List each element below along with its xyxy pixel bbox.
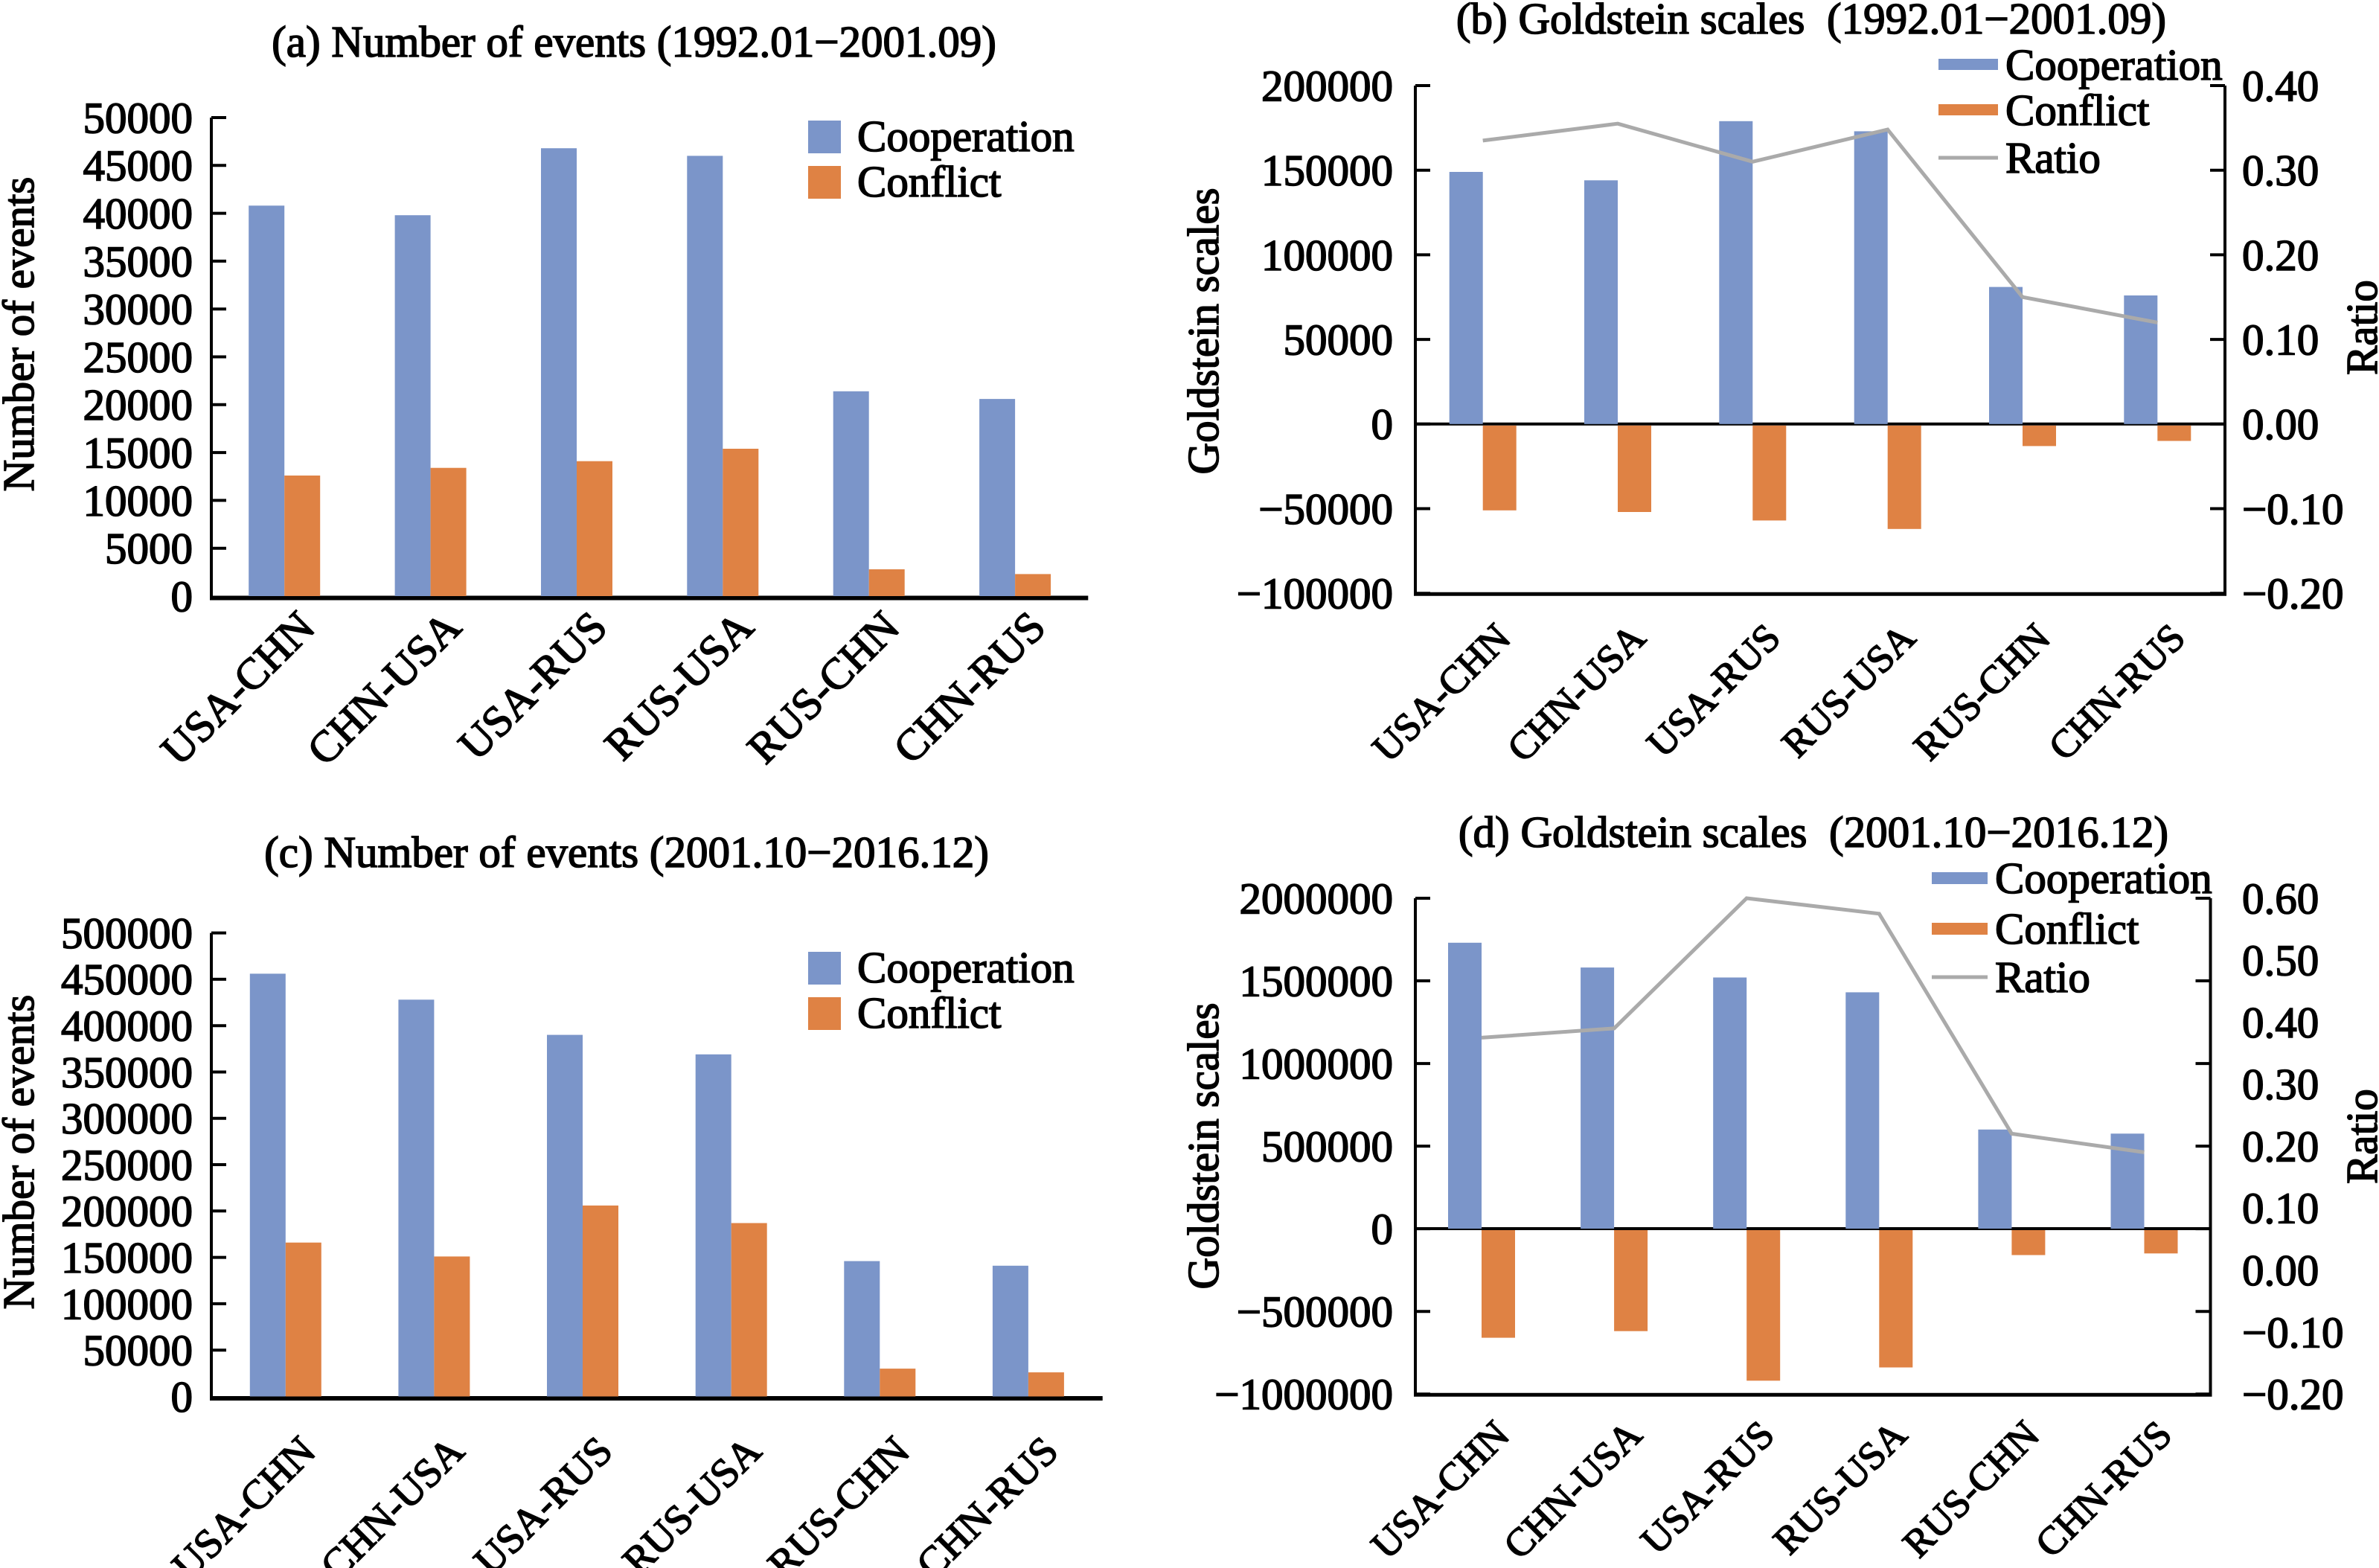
svg-text:1500000: 1500000 (1240, 956, 1394, 1005)
svg-text:−0.20: −0.20 (2242, 569, 2344, 618)
svg-text:30000: 30000 (83, 285, 193, 334)
svg-text:0: 0 (1371, 400, 1394, 449)
svg-text:0.30: 0.30 (2242, 1060, 2319, 1109)
svg-text:300000: 300000 (61, 1094, 193, 1143)
svg-text:−50000: −50000 (1258, 484, 1393, 534)
svg-text:−500000: −500000 (1237, 1287, 1393, 1337)
svg-text:250000: 250000 (61, 1140, 193, 1189)
svg-text:Cooperation: Cooperation (857, 943, 1075, 992)
svg-text:Number of events: Number of events (0, 995, 43, 1310)
svg-text:50000: 50000 (83, 93, 193, 142)
svg-text:2000000: 2000000 (1240, 874, 1394, 923)
svg-text:50000: 50000 (1284, 315, 1394, 364)
svg-text:Goldstein scales: Goldstein scales (1179, 188, 1228, 474)
svg-text:−1000000: −1000000 (1214, 1370, 1393, 1419)
svg-text:40000: 40000 (83, 189, 193, 238)
svg-text:1000000: 1000000 (1240, 1039, 1394, 1088)
svg-text:Conflict: Conflict (1995, 904, 2139, 953)
svg-text:45000: 45000 (83, 141, 193, 191)
svg-text:100000: 100000 (1261, 231, 1393, 280)
svg-text:Number of events: Number of events (0, 177, 43, 492)
svg-text:0: 0 (171, 1372, 193, 1421)
svg-text:Ratio: Ratio (2005, 133, 2101, 182)
svg-text:0.50: 0.50 (2242, 936, 2319, 985)
svg-text:0.00: 0.00 (2242, 1246, 2319, 1295)
svg-text:−0.10: −0.10 (2242, 1308, 2344, 1357)
svg-text:0.10: 0.10 (2242, 1184, 2319, 1233)
svg-text:150000: 150000 (1261, 146, 1393, 195)
svg-text:20000: 20000 (83, 380, 193, 429)
svg-text:0.20: 0.20 (2242, 1121, 2319, 1171)
svg-text:0: 0 (1371, 1204, 1394, 1253)
svg-text:0.00: 0.00 (2242, 400, 2319, 449)
svg-text:Conflict: Conflict (857, 988, 1002, 1037)
svg-text:0.40: 0.40 (2242, 998, 2319, 1047)
svg-text:−100000: −100000 (1237, 569, 1393, 618)
svg-text:400000: 400000 (61, 1002, 193, 1051)
svg-text:0.40: 0.40 (2242, 61, 2319, 110)
svg-text:0: 0 (171, 572, 193, 621)
svg-text:10000: 10000 (83, 476, 193, 525)
svg-text:−0.20: −0.20 (2242, 1370, 2344, 1419)
svg-text:50000: 50000 (83, 1326, 193, 1375)
svg-text:200000: 200000 (1261, 61, 1393, 110)
svg-text:200000: 200000 (61, 1187, 193, 1236)
svg-text:350000: 350000 (61, 1048, 193, 1097)
svg-text:(c) Number of events (2001.10−: (c) Number of events (2001.10−2016.12) (264, 828, 989, 877)
svg-text:0.60: 0.60 (2242, 874, 2319, 923)
svg-text:Conflict: Conflict (857, 157, 1002, 206)
svg-text:15000: 15000 (83, 428, 193, 477)
svg-text:−0.10: −0.10 (2242, 484, 2344, 534)
svg-text:150000: 150000 (61, 1233, 193, 1282)
svg-text:0.10: 0.10 (2242, 315, 2319, 364)
svg-text:0.30: 0.30 (2242, 146, 2319, 195)
svg-text:Ratio: Ratio (2337, 1089, 2379, 1184)
svg-text:Cooperation: Cooperation (857, 112, 1075, 161)
svg-text:Ratio: Ratio (1995, 953, 2090, 1002)
svg-text:(a) Number of events (1992.01−: (a) Number of events (1992.01−2001.09) (272, 17, 996, 66)
svg-text:0.20: 0.20 (2242, 231, 2319, 280)
svg-text:25000: 25000 (83, 333, 193, 382)
svg-text:100000: 100000 (61, 1279, 193, 1328)
svg-text:35000: 35000 (83, 237, 193, 286)
svg-text:Cooperation: Cooperation (2005, 40, 2223, 89)
svg-text:Cooperation: Cooperation (1995, 854, 2212, 903)
svg-text:500000: 500000 (1261, 1121, 1393, 1171)
svg-text:5000: 5000 (105, 524, 193, 573)
svg-text:500000: 500000 (61, 909, 193, 958)
svg-text:450000: 450000 (61, 955, 193, 1004)
svg-text:Goldstein scales: Goldstein scales (1179, 1002, 1228, 1289)
svg-text:Ratio: Ratio (2337, 280, 2379, 375)
svg-text:(b) Goldstein scales (1992.01: (b) Goldstein scales (1992.01−2001.09) (1456, 0, 2166, 43)
svg-text:Conflict: Conflict (2005, 86, 2150, 135)
svg-text:(d) Goldstein scales (2001.10: (d) Goldstein scales (2001.10−2016.12) (1459, 807, 2168, 857)
